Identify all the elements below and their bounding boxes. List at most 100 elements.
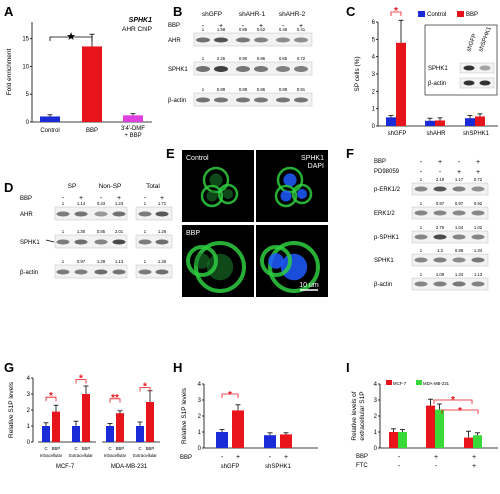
density-value: 0.62 <box>257 27 266 32</box>
bbp-sign: - <box>282 23 285 30</box>
band <box>236 37 250 43</box>
treatment-sign: - <box>398 454 401 461</box>
band <box>414 234 428 240</box>
band <box>471 210 485 216</box>
band <box>196 66 210 72</box>
bar-0-1 <box>52 411 60 442</box>
blot-strip <box>459 77 495 89</box>
band <box>294 37 308 43</box>
bar-label: C <box>74 446 77 451</box>
y-tick-label: 4 <box>27 376 31 382</box>
treatment-sign: - <box>435 463 438 470</box>
panel-label-c: C <box>346 4 356 19</box>
sig-bracket <box>139 387 151 392</box>
band <box>94 211 108 217</box>
nucleus <box>223 189 233 199</box>
density-value: 1.58 <box>217 27 226 32</box>
treatment-sign: - <box>458 159 461 166</box>
blot-name-1: ERK1/2 <box>374 211 395 217</box>
legend-swatch-bbp <box>457 11 464 17</box>
nucleus <box>206 190 218 202</box>
density-value: 0.92 <box>474 201 483 206</box>
density-value: 1.09 <box>436 272 445 277</box>
blot-name-0: AHR <box>168 38 181 44</box>
y-tick-label: 3 <box>198 398 202 404</box>
band <box>155 269 169 275</box>
nucleus <box>280 253 308 281</box>
cell-line-0: MCF-7 <box>56 464 75 470</box>
x-label-dmf-bbp: 3'4'-DMF <box>121 126 145 132</box>
band <box>414 281 428 287</box>
group-1: shSPHK1 <box>265 464 292 470</box>
y-tick-label: 4 <box>374 382 378 388</box>
group-label: Intracellular <box>40 453 63 458</box>
panel-label-i: I <box>346 360 350 375</box>
density-value: 1.71 <box>158 201 167 206</box>
density-value: 1 <box>62 201 65 206</box>
density-value: 1.34 <box>455 272 464 277</box>
arrow <box>45 239 55 243</box>
gene-label: SPHK1 <box>129 17 152 24</box>
band <box>276 97 290 103</box>
bar-1 <box>232 410 244 448</box>
band <box>196 37 210 43</box>
band <box>94 269 108 275</box>
band <box>433 210 447 216</box>
cell-outline <box>202 166 230 194</box>
bar-0 <box>40 116 60 122</box>
y-tick-label: 6 <box>372 20 376 26</box>
band <box>138 269 152 275</box>
cell-outline <box>194 241 246 293</box>
cell-outline <box>260 245 292 277</box>
y-tick-label: 4 <box>198 382 202 388</box>
y-tick-label: 5 <box>372 37 376 43</box>
treatment-sign: - <box>420 169 423 176</box>
density-value: 1 <box>144 259 147 264</box>
sig-star: * <box>228 390 232 401</box>
bar-label: BBP <box>146 446 155 451</box>
panel-h: 0 1 2 3 4 Relative S1P levels - + - + BBP shGFP shSP… <box>180 382 318 470</box>
density-value: 1 <box>144 229 147 234</box>
sig-star: * <box>49 391 53 402</box>
density-value: 1.13 <box>474 272 483 277</box>
bar-3-0 <box>136 426 144 442</box>
y-tick-label: 10 <box>22 64 29 70</box>
band <box>74 239 88 245</box>
nucleus <box>206 253 234 281</box>
bar-mda-2 <box>473 435 482 448</box>
group-0: shGFP <box>202 11 222 18</box>
band <box>138 211 152 217</box>
density-value: 1.17 <box>455 177 464 182</box>
blot-strip <box>411 253 489 267</box>
bar-2 <box>264 435 276 448</box>
density-value: 1 <box>420 177 423 182</box>
band <box>452 257 466 263</box>
y-tick-label: 2 <box>374 414 378 420</box>
band <box>236 97 250 103</box>
treatment-sign: + <box>476 169 480 176</box>
density-value: 1.29 <box>97 259 106 264</box>
x-label-2: shSPHK1 <box>463 131 490 137</box>
density-value: 0.43 <box>97 201 106 206</box>
treatment-bbp: BBP <box>374 159 386 165</box>
sig-star: * <box>79 374 83 385</box>
treatment-ftc: FTC <box>356 463 368 469</box>
sig-bracket <box>45 396 57 402</box>
density-value: 2.19 <box>436 177 445 182</box>
bar-label: C <box>44 446 47 451</box>
density-value: 0.41 <box>297 27 306 32</box>
legend-mda: MDA-MB-231 <box>423 381 450 386</box>
blot-name-1: SPHK1 <box>20 240 40 246</box>
band <box>214 97 228 103</box>
panel-label-h: H <box>173 360 182 375</box>
band <box>276 37 290 43</box>
density-value: 0.97 <box>436 201 445 206</box>
cell-outline <box>276 166 304 194</box>
bbp-sign: + <box>79 195 83 202</box>
bbp-sign: + <box>117 195 121 202</box>
legend-swatch-control <box>418 11 425 17</box>
label-control: Control <box>186 155 209 162</box>
group-2: shAHR-2 <box>279 11 306 18</box>
panel-g: 0 1 2 3 4 Relative S1P levels C BBP Intracellula… <box>8 374 160 470</box>
